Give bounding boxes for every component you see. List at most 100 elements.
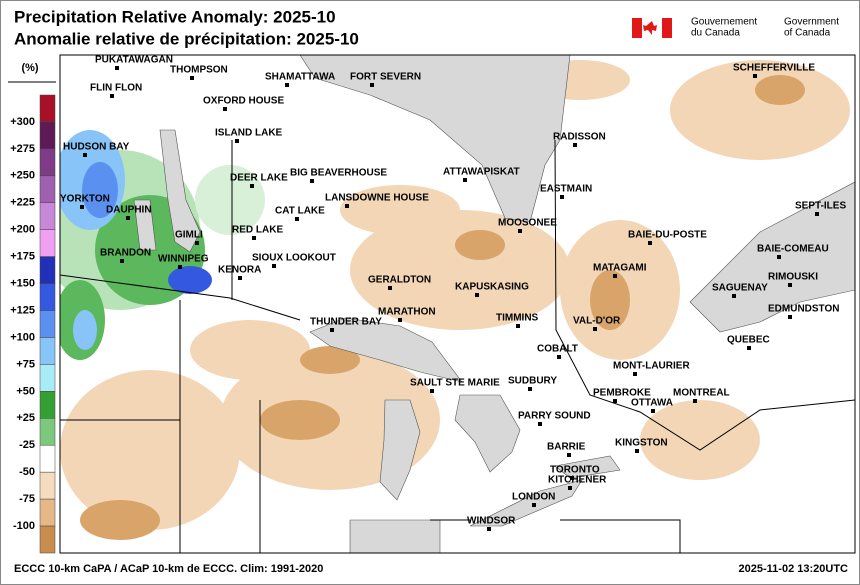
legend-label: +150 <box>10 277 35 289</box>
place-dot <box>310 179 314 183</box>
place-label: SCHEFFERVILLE <box>733 63 815 74</box>
place-label: MARATHON <box>378 307 436 318</box>
place-label: CAT LAKE <box>275 206 325 217</box>
legend-label: -25 <box>19 439 35 451</box>
place-dot <box>398 318 402 322</box>
place-dot <box>747 346 751 350</box>
place-dot <box>633 372 637 376</box>
legend-label: +300 <box>10 116 35 128</box>
place-label: ISLAND LAKE <box>215 128 283 139</box>
place-label: SHAMATTAWA <box>265 72 335 83</box>
place-dot <box>777 255 781 259</box>
legend-swatch <box>39 94 56 123</box>
place-dot <box>83 153 87 157</box>
legend-swatch <box>39 337 56 365</box>
place-label: MONTREAL <box>673 388 730 399</box>
place-label: MONT-LAURIER <box>613 361 690 372</box>
gov-fr: Gouvernement <box>691 17 757 28</box>
place-dot <box>557 355 561 359</box>
place-label: BRANDON <box>100 248 151 259</box>
legend-swatch <box>39 175 56 204</box>
footer-timestamp: 2025-11-02 13:20UTC <box>739 563 849 575</box>
place-dot <box>560 195 564 199</box>
legend-label: +125 <box>10 304 35 316</box>
legend-swatch <box>39 202 56 230</box>
place-dot <box>635 449 639 453</box>
legend-label: +250 <box>10 170 35 182</box>
legend-swatch <box>39 229 56 257</box>
place-dot <box>250 184 254 188</box>
place-dot <box>120 259 124 263</box>
legend-swatch <box>39 283 56 311</box>
place-dot <box>528 387 532 391</box>
place-label: GERALDTON <box>368 275 431 286</box>
legend-swatch <box>39 471 56 500</box>
place-dot <box>115 66 119 70</box>
place-label: RIMOUSKI <box>768 272 818 283</box>
place-label: KITCHENER <box>548 475 607 486</box>
place-dot <box>788 315 792 319</box>
place-dot <box>593 327 597 331</box>
place-dot <box>475 293 479 297</box>
place-label: VAL-D'OR <box>573 316 621 327</box>
place-label: PARRY SOUND <box>518 411 591 422</box>
place-dot <box>538 422 542 426</box>
place-dot <box>815 212 819 216</box>
place-label: TORONTO <box>550 465 600 476</box>
place-dot <box>370 83 374 87</box>
title: Precipitation Relative Anomaly: 2025-10 <box>14 7 336 26</box>
place-dot <box>285 83 289 87</box>
legend-label: +100 <box>10 331 35 343</box>
place-dot <box>252 236 256 240</box>
legend-swatch <box>39 418 56 446</box>
place-label: OXFORD HOUSE <box>203 96 284 107</box>
place-dot <box>195 241 199 245</box>
legend-swatch <box>39 256 56 284</box>
legend-label: +75 <box>16 358 35 370</box>
place-label: KINGSTON <box>615 438 668 449</box>
place-label: WINDSOR <box>467 516 516 527</box>
place-label: BAIE-COMEAU <box>757 244 829 255</box>
map <box>60 55 855 553</box>
place-label: WINNIPEG <box>158 254 209 265</box>
legend-swatch <box>39 364 56 392</box>
place-dot <box>613 399 617 403</box>
legend-swatch <box>39 391 56 419</box>
place-label: OTTAWA <box>631 398 673 409</box>
place-dot <box>235 139 239 143</box>
place-dot <box>388 286 392 290</box>
flag <box>632 18 672 38</box>
gov-en: of Canada <box>784 28 831 39</box>
place-dot <box>223 107 227 111</box>
place-dot <box>651 409 655 413</box>
place-label: FORT SEVERN <box>350 72 421 83</box>
place-label: QUEBEC <box>727 335 770 346</box>
place-label: TIMMINS <box>496 313 539 324</box>
place-dot <box>126 216 130 220</box>
place-dot <box>487 527 491 531</box>
legend-swatch <box>39 444 56 473</box>
legend-swatch <box>39 525 56 554</box>
place-dot <box>238 276 242 280</box>
legend-label: +225 <box>10 197 35 209</box>
place-label: PEMBROKE <box>593 388 651 399</box>
place-label: LONDON <box>512 492 555 503</box>
place-label: RADISSON <box>553 132 606 143</box>
place-label: YORKTON <box>60 194 110 205</box>
place-label: EDMUNDSTON <box>768 304 839 315</box>
footer-source: ECCC 10-km CaPA / ACaP 10-km de ECCC. Cl… <box>14 563 323 575</box>
place-label: PUKATAWAGAN <box>95 55 173 66</box>
place-label: SAGUENAY <box>712 283 768 294</box>
place-dot <box>732 294 736 298</box>
place-dot <box>330 328 334 332</box>
place-label: SEPT-ILES <box>795 201 846 212</box>
place-label: KENORA <box>218 265 261 276</box>
place-label: BARRIE <box>547 442 586 453</box>
legend-label: -50 <box>19 466 35 478</box>
place-dot <box>693 399 697 403</box>
place-dot <box>516 324 520 328</box>
place-label: MOOSONEE <box>498 218 557 229</box>
gov-en: Government <box>784 17 839 28</box>
legend: +300 +275 +250 +225 +200 +175 +150 +125 +100 +75 +… <box>10 94 56 554</box>
